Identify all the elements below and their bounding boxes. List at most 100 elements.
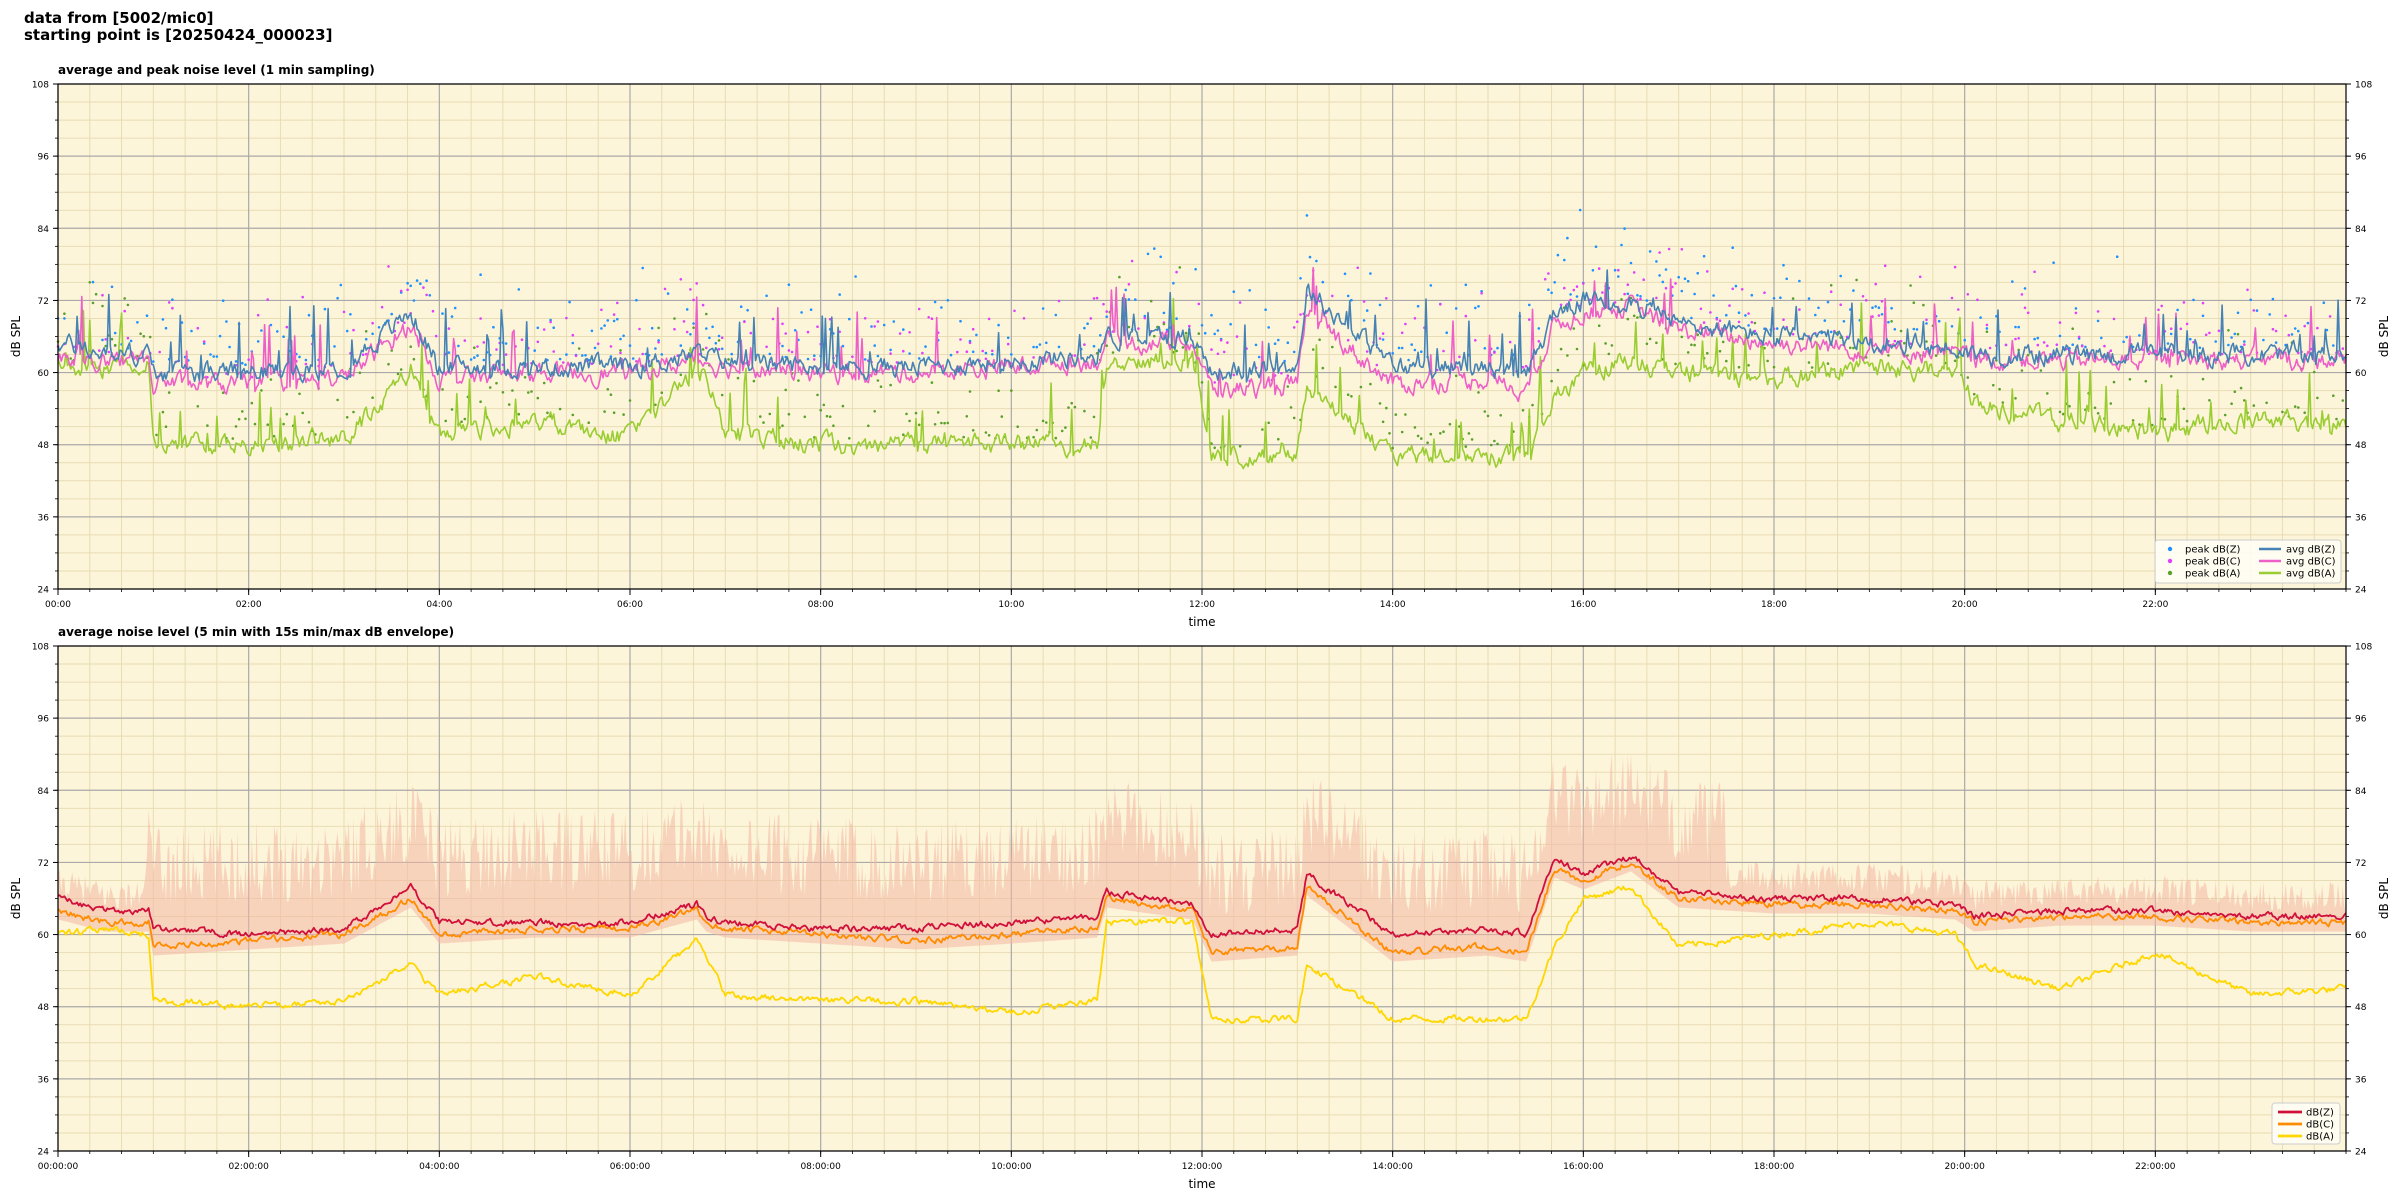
peak-point	[2208, 331, 2211, 335]
x-tick-label: 12:00:00	[1182, 1162, 1223, 1172]
peak-point	[730, 352, 733, 356]
peak-point	[1966, 376, 1970, 379]
peak-point	[285, 325, 289, 329]
peak-point	[2227, 329, 2230, 332]
peak-point	[542, 381, 546, 385]
peak-point	[1839, 274, 1842, 278]
peak-point	[1807, 297, 1811, 300]
legend-label: dB(Z)	[2306, 1108, 2334, 1119]
peak-point	[1474, 339, 1477, 342]
peak-point	[2080, 344, 2084, 348]
peak-point	[590, 329, 594, 333]
peak-point	[349, 313, 352, 316]
y-tick-label: 48	[2355, 441, 2367, 451]
peak-point	[304, 362, 308, 366]
peak-point	[473, 346, 476, 350]
peak-point	[619, 351, 622, 355]
peak-point	[209, 353, 212, 356]
peak-point	[425, 279, 428, 283]
peak-point	[882, 323, 886, 327]
peak-point	[517, 288, 521, 291]
peak-point	[453, 306, 457, 310]
peak-point	[2020, 293, 2024, 296]
peak-point	[1124, 288, 1127, 292]
peak-point	[1855, 278, 1858, 282]
peak-point	[495, 348, 498, 351]
peak-point	[1763, 346, 1766, 350]
peak-point	[628, 399, 632, 402]
peak-point	[2023, 306, 2027, 310]
peak-point	[1362, 319, 1366, 322]
peak-point	[2303, 324, 2306, 328]
peak-point	[2128, 378, 2132, 381]
peak-point	[1073, 405, 1077, 409]
peak-point	[352, 410, 355, 414]
peak-point	[603, 324, 606, 327]
peak-point	[1277, 338, 1280, 342]
y-tick-label: 96	[38, 153, 50, 163]
peak-point	[1375, 363, 1379, 367]
peak-point	[2138, 334, 2141, 337]
peak-point	[409, 345, 413, 349]
peak-point	[1283, 359, 1286, 363]
peak-point	[523, 376, 527, 379]
peak-point	[2058, 334, 2062, 338]
peak-point	[771, 317, 775, 321]
peak-point	[2233, 390, 2237, 394]
peak-point	[1550, 291, 1553, 295]
peak-point	[2046, 344, 2049, 348]
peak-point	[2274, 341, 2278, 344]
peak-point	[689, 288, 692, 291]
peak-point	[1925, 340, 1928, 343]
peak-point	[196, 326, 200, 330]
peak-point	[797, 379, 800, 382]
peak-point	[1543, 277, 1547, 281]
peak-point	[1686, 351, 1690, 354]
peak-point	[2297, 351, 2300, 355]
peak-point	[1064, 426, 1067, 429]
peak-point	[1594, 245, 1598, 248]
peak-point	[244, 363, 247, 367]
peak-point	[1013, 309, 1016, 313]
peak-point	[1985, 323, 1989, 327]
x-tick-label: 00:00:00	[38, 1162, 79, 1172]
peak-point	[2077, 335, 2081, 339]
peak-point	[1486, 414, 1490, 418]
peak-point	[933, 300, 937, 304]
peak-point	[609, 345, 613, 348]
peak-point	[533, 349, 536, 352]
peak-point	[1099, 334, 1102, 337]
peak-point	[1267, 326, 1270, 329]
peak-point	[1483, 347, 1487, 350]
y-tick-label: 108	[32, 81, 49, 91]
peak-point	[441, 312, 444, 315]
peak-point	[1620, 243, 1623, 247]
peak-point	[1439, 432, 1442, 435]
peak-point	[2096, 310, 2100, 313]
peak-point	[2243, 399, 2246, 402]
peak-point	[1331, 345, 1334, 349]
peak-point	[2160, 304, 2163, 308]
peak-point	[1508, 340, 1512, 344]
peak-point	[1744, 314, 1747, 317]
peak-point	[1674, 362, 1677, 366]
peak-point	[1321, 280, 1325, 284]
peak-point	[1391, 352, 1394, 355]
legend: peak dB(Z) avg dB(Z) peak dB(C) avg dB(C) pe…	[2154, 539, 2342, 584]
legend-label: avg dB(C)	[2286, 557, 2336, 568]
peak-point	[628, 344, 632, 347]
peak-point	[1499, 414, 1502, 417]
peak-point	[256, 313, 260, 317]
peak-point	[813, 354, 816, 358]
peak-point	[336, 296, 339, 300]
peak-point	[1566, 236, 1569, 240]
peak-point	[727, 358, 730, 361]
peak-point	[1922, 303, 1925, 307]
peak-point	[377, 326, 381, 329]
peak-point	[2147, 352, 2151, 356]
peak-point	[1006, 336, 1010, 340]
peak-point	[1626, 317, 1630, 321]
peak-point	[504, 353, 508, 356]
peak-point	[908, 352, 911, 355]
peak-point	[1696, 333, 1699, 337]
